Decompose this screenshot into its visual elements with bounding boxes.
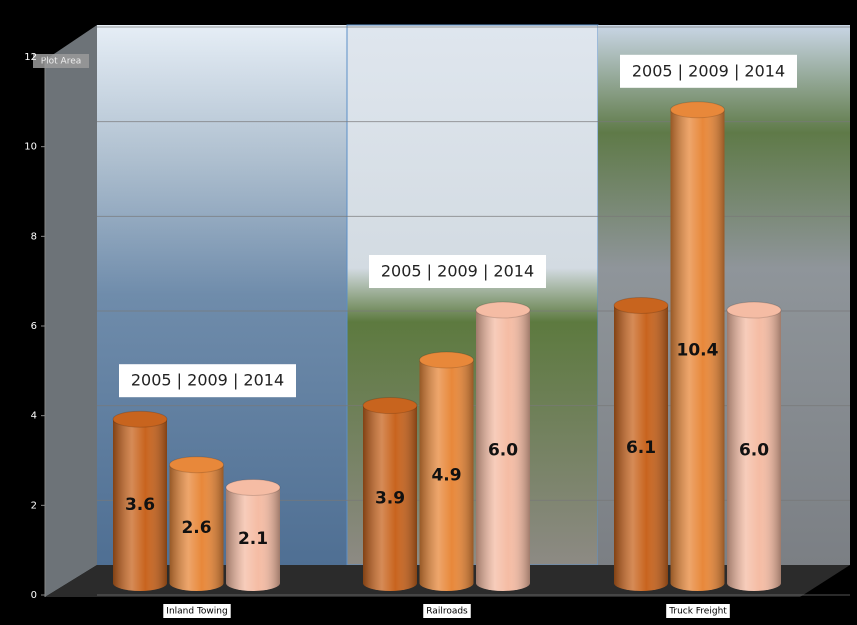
annotation: 2005 | 2009 | 2014 (381, 262, 534, 281)
cylinder-shade (169, 464, 224, 591)
y-tick-label: 8 (31, 231, 37, 242)
cylinder-shade (476, 310, 530, 591)
cylinder-shade (113, 419, 167, 591)
cylinder-top (225, 478, 281, 496)
cylinder-top (613, 296, 669, 314)
cylinder-top (169, 456, 224, 474)
cylinder-shade (614, 305, 668, 591)
y-tick-label: 12 (24, 52, 37, 63)
cylinder-top (419, 351, 474, 369)
tooltip-box (33, 54, 89, 68)
y-tick-label: 2 (31, 500, 37, 511)
cylinder-top (670, 101, 725, 119)
value-label: 10.4 (677, 340, 719, 360)
y-tick-label: 6 (31, 321, 37, 332)
annotation: 2005 | 2009 | 2014 (131, 371, 284, 390)
x-tick-box (423, 604, 471, 618)
x-tick-label: Railroads (426, 607, 468, 617)
cylinder-shade (419, 360, 474, 591)
value-label: 2.6 (181, 518, 211, 538)
cylinder-top (726, 301, 782, 319)
x-tick-box (163, 604, 231, 618)
y-tick-label: 0 (31, 590, 37, 601)
value-label: 3.9 (375, 488, 405, 508)
x-tick-label: Inland Towing (166, 607, 227, 617)
y-tick-label: 10 (24, 142, 37, 153)
value-label: 3.6 (125, 495, 155, 515)
annotation-box (119, 364, 296, 398)
cylinder-shade (727, 310, 781, 591)
annotation-box (369, 255, 546, 288)
annotation: 2005 | 2009 | 2014 (632, 61, 785, 80)
value-label: 6.0 (739, 441, 769, 461)
value-label: 6.0 (488, 441, 518, 461)
cylinder-shade (226, 487, 280, 591)
y-tick-label: 4 (31, 411, 37, 422)
x-tick-label: Truck Freight (668, 607, 727, 617)
cylinder-shade (363, 405, 417, 591)
cylinder-top (362, 397, 418, 415)
value-label: 6.1 (626, 438, 656, 458)
x-tick-box (666, 604, 730, 618)
cylinder-shade (670, 109, 725, 592)
cylinder-top (112, 410, 168, 428)
annotation-box (620, 54, 797, 88)
cylinder-top (475, 301, 531, 319)
plot: 0 2 4 6 8 10 12 3.6 2.6 2.1 2005 | 2009 | 2014 Inla… (24, 26, 850, 618)
value-label: 2.1 (238, 529, 268, 549)
side-wall (45, 25, 97, 597)
tooltip: Plot Area (41, 57, 82, 67)
value-label: 4.9 (431, 466, 461, 486)
